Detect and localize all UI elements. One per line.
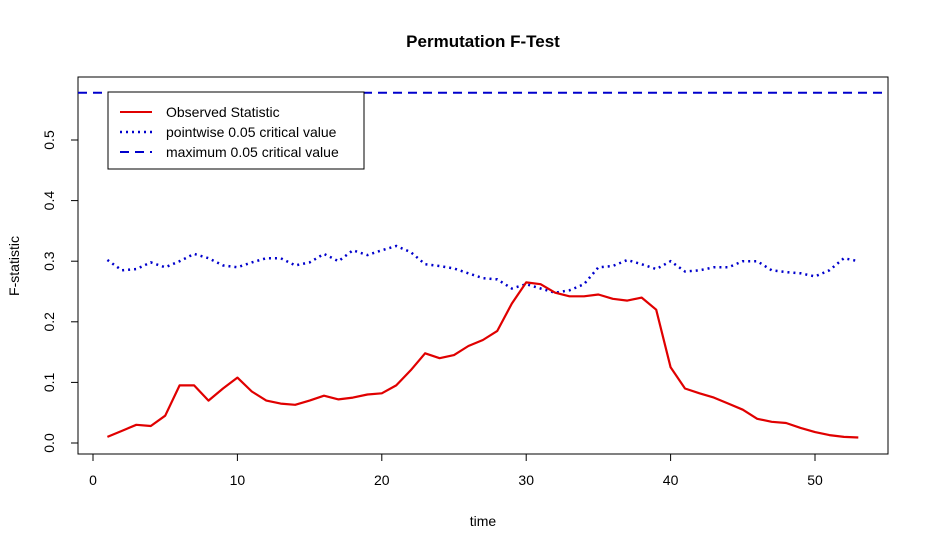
x-tick-label: 50 [807, 472, 823, 488]
legend-label-pointwise: pointwise 0.05 critical value [166, 124, 337, 140]
x-tick-label: 30 [518, 472, 534, 488]
legend-label-observed: Observed Statistic [166, 104, 280, 120]
legend-box [107, 91, 365, 170]
legend: Observed Statistic pointwise 0.05 critic… [107, 91, 365, 170]
y-tick-label: 0.5 [41, 130, 57, 150]
chart-title: Permutation F-Test [406, 32, 560, 51]
y-axis: 0.0 0.1 0.2 0.3 0.4 0.5 [41, 130, 79, 453]
y-tick-label: 0.1 [41, 372, 57, 392]
x-tick-label: 10 [230, 472, 246, 488]
legend-label-maximum: maximum 0.05 critical value [166, 144, 339, 160]
x-axis-label: time [470, 513, 497, 529]
x-tick-label: 40 [663, 472, 679, 488]
x-tick-label: 0 [89, 472, 97, 488]
y-tick-label: 0.3 [41, 251, 57, 271]
y-axis-label: F-statistic [6, 236, 22, 296]
y-tick-label: 0.4 [41, 191, 57, 211]
x-axis: 0 10 20 30 40 50 [89, 453, 823, 488]
y-tick-label: 0.2 [41, 312, 57, 332]
series-observed-line [106, 281, 859, 439]
y-tick-label: 0.0 [41, 433, 57, 453]
x-tick-label: 20 [374, 472, 390, 488]
series-pointwise-critical-line [106, 244, 859, 294]
